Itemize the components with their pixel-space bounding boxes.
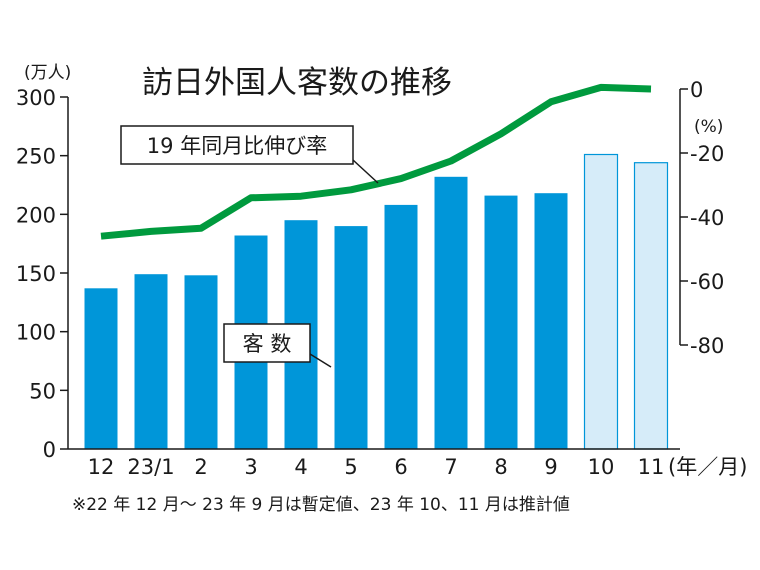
bar-callout-box <box>223 323 311 363</box>
growth-line-series <box>100 83 652 240</box>
left-tick-label: 50 <box>29 379 56 403</box>
x-tick-label: 6 <box>394 455 407 479</box>
bar-estimated <box>633 162 669 450</box>
left-tick-label: 300 <box>16 86 56 110</box>
bar <box>534 193 568 449</box>
bar <box>84 288 118 449</box>
right-tick-label: -40 <box>690 206 724 230</box>
bar-callout-label: 客 数 <box>243 332 292 356</box>
left-tick-label: 150 <box>16 262 56 286</box>
x-axis-unit: (年／月) <box>668 455 747 479</box>
x-axis-labels: 12 23/1 2 3 4 5 6 7 8 9 10 11 <box>88 455 665 479</box>
bar <box>134 274 168 449</box>
left-tick-label: 100 <box>16 321 56 345</box>
x-tick-label: 7 <box>444 455 457 479</box>
right-tick-label: -60 <box>690 270 724 294</box>
x-tick-label: 2 <box>194 455 207 479</box>
bar <box>434 176 468 450</box>
bar-callout-leader <box>309 353 332 368</box>
x-tick-label: 4 <box>294 455 307 479</box>
chart-title: 訪日外国人客数の推移 <box>142 65 452 101</box>
right-tick-label: 0 <box>690 78 703 102</box>
footnote: ※22 年 12 月～ 23 年 9 月は暫定値、23 年 10、11 月は推計… <box>72 495 570 515</box>
x-tick-label: 3 <box>244 455 257 479</box>
x-tick-label: 9 <box>544 455 557 479</box>
left-axis: 0 50 100 150 200 250 300 <box>16 86 680 462</box>
right-axis: 0 -20 -40 -60 -80 <box>679 78 724 358</box>
bar-series <box>84 153 669 450</box>
x-tick-label: 8 <box>494 455 507 479</box>
left-tick-label: 0 <box>43 438 56 462</box>
left-axis-unit: (万人) <box>24 63 71 83</box>
bar <box>484 195 518 449</box>
left-tick-label: 250 <box>16 145 56 169</box>
bar <box>184 275 218 449</box>
right-tick-label: -80 <box>690 334 724 358</box>
x-tick-label: 11 <box>638 455 665 479</box>
x-tick-label: 12 <box>88 455 115 479</box>
growth-line <box>100 83 652 240</box>
x-tick-label: 5 <box>344 455 357 479</box>
right-axis-unit: (%) <box>694 117 723 137</box>
x-tick-label: 23/1 <box>127 455 174 479</box>
line-callout-box <box>120 125 354 165</box>
x-tick-label: 10 <box>588 455 615 479</box>
bar-estimated <box>583 153 619 450</box>
bar <box>334 226 368 449</box>
line-callout-leader <box>352 159 379 184</box>
left-tick-label: 200 <box>16 203 56 227</box>
line-callout-label: 19 年同月比伸び率 <box>147 134 327 158</box>
bar <box>384 204 418 449</box>
right-tick-label: -20 <box>690 142 724 166</box>
